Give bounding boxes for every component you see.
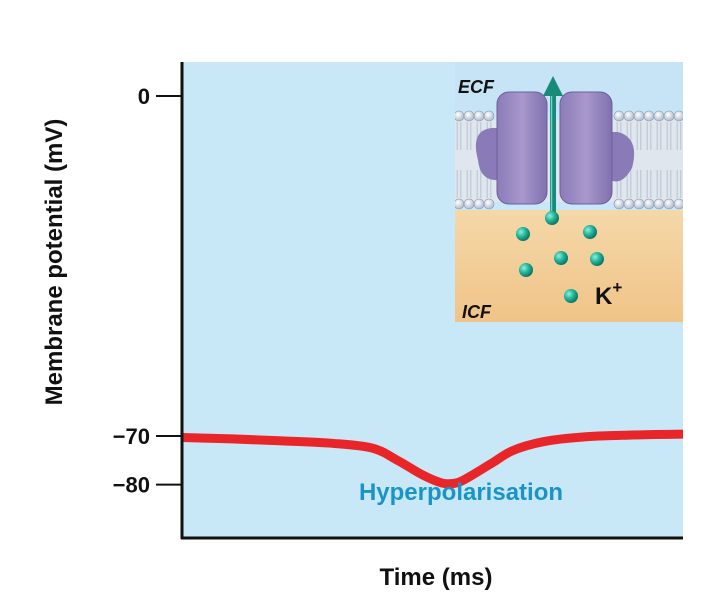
lipid-head [663,110,675,122]
y-tick-label: −70 [113,424,150,449]
membrane-potential-line [181,429,684,489]
icf-region [455,210,683,322]
lipid-head [613,110,625,122]
k-ion [519,263,533,277]
lipid-head [613,198,625,210]
channel-protein-left [496,91,548,205]
lipid-head [684,199,694,209]
lipid-head [653,198,665,210]
lipid-head [623,198,635,210]
ion-charge: + [612,278,622,297]
lipid-head [633,198,645,210]
lipid-head [455,198,465,210]
lipid-head [653,110,665,122]
icf-label: ICF [462,302,492,322]
lipid-head [463,110,475,122]
potassium-ions [516,211,604,303]
channel-protein-right-lobe [610,132,635,182]
lipid-head [483,198,495,210]
y-tick-label: −80 [113,473,150,498]
y-axis-ticks: 0 −70 −80 [113,84,182,498]
k-ion [545,211,559,225]
k-ion [583,225,597,239]
lipid-head [463,198,475,210]
lipid-head [483,110,495,122]
lipid-head [684,111,694,121]
lipid-head [643,198,655,210]
ecf-label: ECF [458,77,495,97]
k-ion [554,251,568,265]
lipid-heads-bottom [455,198,694,210]
lipid-head [633,110,645,122]
channel-protein-left-lobe [475,128,500,181]
lipid-head [673,198,683,210]
lipid-head [623,110,635,122]
lipid-head [455,110,465,122]
lipid-heads-top [455,110,694,122]
lipid-head [643,110,655,122]
k-ion [564,289,578,303]
y-axis-label: Membrane potential (mV) [41,119,68,406]
channel-protein-right [559,91,613,205]
x-axis-label: Time (ms) [380,564,493,591]
efflux-arrow-head [543,76,563,96]
lipid-head [473,198,485,210]
lipid-head [473,110,485,122]
ion-symbol: K [595,283,613,310]
k-ion [516,227,530,241]
y-tick-label: 0 [138,84,150,109]
lipid-head [663,198,675,210]
k-ion [590,252,604,266]
hyperpolarisation-annotation: Hyperpolarisation [359,479,563,506]
ion-label: K+ [595,278,622,310]
potassium-channel-inset: ECF ICF K+ [455,62,694,322]
lipid-head [673,110,683,122]
